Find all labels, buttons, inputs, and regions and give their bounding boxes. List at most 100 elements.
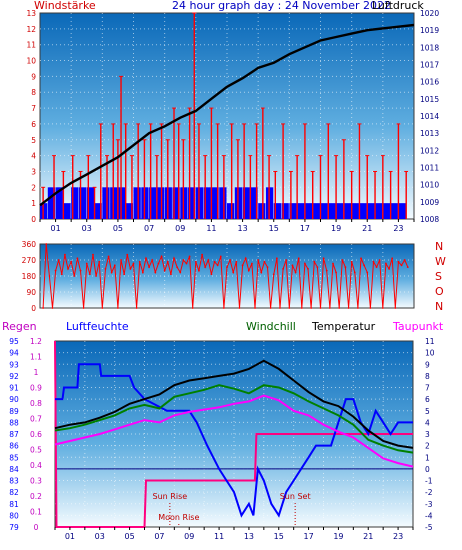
wind-direction-point bbox=[157, 262, 160, 265]
wind-y-tick-label: 6 bbox=[31, 120, 36, 129]
wind-direction-point bbox=[198, 269, 200, 272]
wind-direction-point bbox=[120, 259, 122, 261]
temperature-y-tick-label: 3 bbox=[425, 430, 430, 439]
wind-mean-bar bbox=[188, 187, 196, 219]
wind-direction-point bbox=[151, 259, 154, 261]
wind-mean-bar bbox=[78, 187, 87, 219]
wind-direction-point bbox=[272, 273, 275, 276]
climate-panel-x-tick-label: 01 bbox=[65, 532, 75, 541]
wind-direction-point bbox=[254, 307, 256, 309]
wind-direction-point bbox=[48, 275, 51, 277]
temperature-y-tick-label: 11 bbox=[425, 337, 435, 346]
direction-y-tick-label: 270 bbox=[22, 256, 37, 265]
wind-direction-point bbox=[316, 266, 319, 269]
wind-panel-x-tick-label: 13 bbox=[237, 224, 247, 233]
rain-y-tick-label: 0.6 bbox=[30, 430, 42, 439]
wind-direction-point bbox=[322, 257, 325, 260]
humidity-y-tick-label: 93 bbox=[9, 360, 19, 369]
wind-direction-point bbox=[173, 257, 175, 260]
humidity-y-tick-label: 89 bbox=[9, 407, 19, 416]
wind-mean-bar bbox=[328, 203, 336, 219]
wind-mean-bar bbox=[351, 203, 359, 219]
wind-direction-point bbox=[328, 307, 331, 309]
temperature-y-tick-label: -1 bbox=[425, 477, 433, 486]
wind-mean-bar bbox=[211, 187, 219, 219]
wind-direction-point bbox=[132, 262, 135, 265]
wind-mean-bar bbox=[343, 203, 352, 219]
wind-y-tick-label: 12 bbox=[26, 25, 36, 34]
rain-y-tick-label: 0.3 bbox=[30, 477, 42, 486]
wind-direction-point bbox=[176, 266, 179, 269]
wind-direction-point bbox=[369, 307, 372, 309]
rain-y-tick-label: 0.1 bbox=[30, 508, 42, 517]
wind-direction-point bbox=[204, 266, 207, 269]
wind-direction-point bbox=[260, 271, 263, 274]
rain-y-tick-label: 0.7 bbox=[30, 415, 42, 424]
wind-direction-point bbox=[101, 307, 104, 309]
humidity-y-tick-label: 91 bbox=[9, 384, 19, 393]
wind-direction-point bbox=[372, 260, 375, 263]
rain-y-tick-label: 1.1 bbox=[30, 353, 42, 362]
wind-direction-point bbox=[247, 269, 250, 272]
wind-direction-point bbox=[325, 269, 328, 272]
wind-y-tick-label: 11 bbox=[26, 41, 36, 50]
wind-direction-point bbox=[92, 253, 94, 256]
rain-label: Regen bbox=[2, 320, 37, 333]
pressure-y-tick-label: 1016 bbox=[420, 78, 439, 87]
wind-direction-point bbox=[210, 273, 213, 276]
wind-direction-point bbox=[98, 260, 101, 263]
rain-y-tick-label: 0.8 bbox=[30, 399, 42, 408]
wind-mean-bar bbox=[390, 203, 398, 219]
wind-mean-bar bbox=[297, 203, 305, 219]
sun-set-label: Sun Set bbox=[280, 492, 311, 501]
rain-y-tick-label: 1.2 bbox=[30, 337, 42, 346]
climate-panel-x-tick-label: 07 bbox=[154, 532, 164, 541]
wind-mean-bar bbox=[281, 203, 289, 219]
wind-direction-point bbox=[297, 257, 300, 260]
temperature-y-tick-label: 7 bbox=[425, 384, 430, 393]
wind-panel-x-tick-label: 07 bbox=[144, 224, 154, 233]
wind-direction-point bbox=[141, 271, 144, 274]
wind-mean-bar bbox=[219, 187, 227, 219]
wind-direction-point bbox=[73, 275, 76, 277]
pressure-y-tick-label: 1019 bbox=[420, 26, 439, 35]
wind-direction-point bbox=[366, 271, 369, 274]
wind-direction-point bbox=[313, 260, 316, 263]
direction-label-n-bottom: N bbox=[435, 300, 444, 313]
wind-direction-point bbox=[406, 266, 409, 269]
wind-mean-bar bbox=[47, 187, 56, 219]
wind-direction-point bbox=[88, 273, 91, 276]
wind-panel-x-tick-label: 17 bbox=[300, 224, 310, 233]
wind-direction-point bbox=[222, 307, 225, 309]
wind-direction-point bbox=[263, 260, 266, 263]
wind-direction-point bbox=[113, 264, 116, 267]
temperature-y-tick-label: -5 bbox=[425, 523, 433, 532]
wind-direction-point bbox=[388, 267, 390, 270]
temperature-y-tick-label: 8 bbox=[425, 372, 430, 381]
wind-direction-point bbox=[235, 260, 238, 263]
wind-direction-point bbox=[201, 253, 203, 256]
temperature-y-tick-label: 1 bbox=[425, 453, 430, 462]
wind-mean-bar bbox=[172, 187, 180, 219]
wind-direction-point bbox=[403, 259, 406, 261]
rain-y-tick-label: 0.5 bbox=[30, 446, 42, 455]
climate-panel-x-tick-label: 21 bbox=[363, 532, 373, 541]
wind-mean-bar bbox=[242, 187, 250, 219]
pressure-y-tick-label: 1020 bbox=[420, 9, 439, 18]
wind-panel-x-tick-label: 09 bbox=[175, 224, 185, 233]
wind-panel-x-tick-label: 11 bbox=[206, 224, 216, 233]
wind-direction-point bbox=[344, 266, 347, 269]
wind-panel-x-tick-label: 15 bbox=[269, 224, 279, 233]
humidity-y-tick-label: 84 bbox=[9, 465, 19, 474]
climate-panel-x-tick-label: 13 bbox=[244, 532, 254, 541]
wind-direction-point bbox=[57, 259, 60, 261]
wind-mean-bar bbox=[94, 203, 102, 219]
wind-mean-bar bbox=[258, 203, 266, 219]
pressure-y-tick-label: 1013 bbox=[420, 129, 439, 138]
wind-mean-bar bbox=[250, 187, 258, 219]
wind-mean-bar bbox=[227, 203, 235, 219]
wind-mean-bar bbox=[156, 187, 165, 219]
wind-direction-point bbox=[82, 307, 85, 309]
wind-direction-point bbox=[79, 269, 82, 272]
